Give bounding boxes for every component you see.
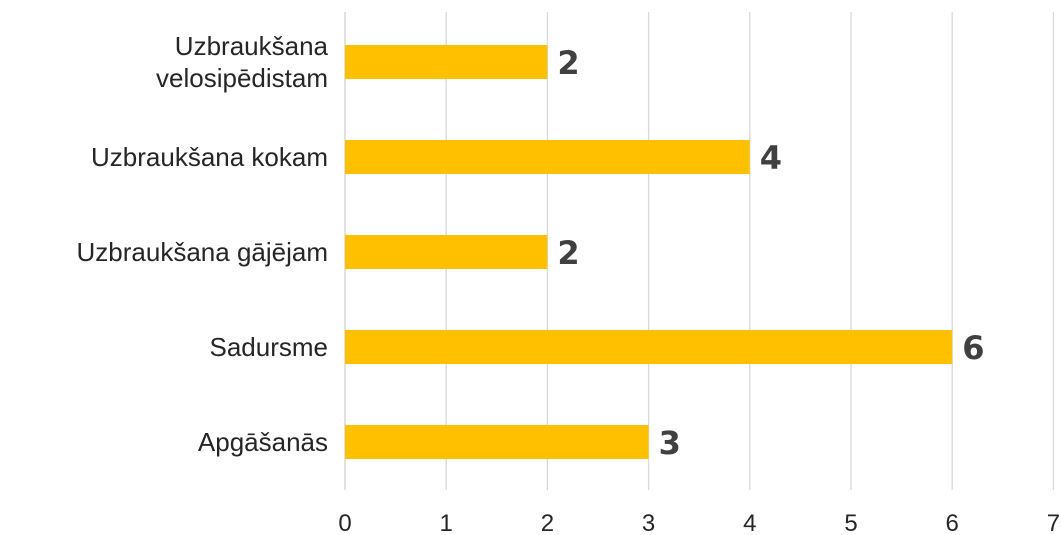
category-label-2: Uzbraukšana kokam (91, 142, 328, 172)
bar-4 (345, 330, 953, 364)
data-labels: 2 4 2 6 3 (557, 44, 984, 462)
bar-1 (345, 45, 548, 79)
data-label-1: 2 (557, 44, 579, 82)
x-tick-label-2: 2 (541, 510, 554, 535)
x-tick-label-0: 0 (338, 510, 351, 535)
x-tick-label-6: 6 (946, 510, 959, 535)
x-tick-label-4: 4 (743, 510, 756, 535)
x-tick-label-1: 1 (440, 510, 453, 535)
category-label-4: Sadursme (210, 332, 329, 362)
x-tick-label-3: 3 (642, 510, 655, 535)
category-label-5: Apgāšanās (198, 427, 328, 457)
category-label-3: Uzbraukšana gājējam (77, 237, 328, 267)
bar-5 (345, 425, 649, 459)
bar-3 (345, 235, 548, 269)
data-label-4: 6 (962, 329, 984, 367)
data-label-3: 2 (557, 234, 579, 272)
bars (345, 45, 953, 459)
data-label-5: 3 (659, 424, 681, 462)
gridlines (344, 12, 1055, 490)
category-label-1: Uzbraukšana velosipēdistam (156, 31, 329, 93)
x-tick-label-7: 7 (1047, 510, 1060, 535)
data-label-2: 4 (760, 139, 782, 177)
bar-2 (345, 140, 750, 174)
category-labels: Uzbraukšana velosipēdistam Uzbraukšana kok… (77, 31, 329, 457)
x-tick-label-5: 5 (844, 510, 857, 535)
x-axis-tick-labels: 0 1 2 3 4 5 6 7 (338, 510, 1060, 535)
